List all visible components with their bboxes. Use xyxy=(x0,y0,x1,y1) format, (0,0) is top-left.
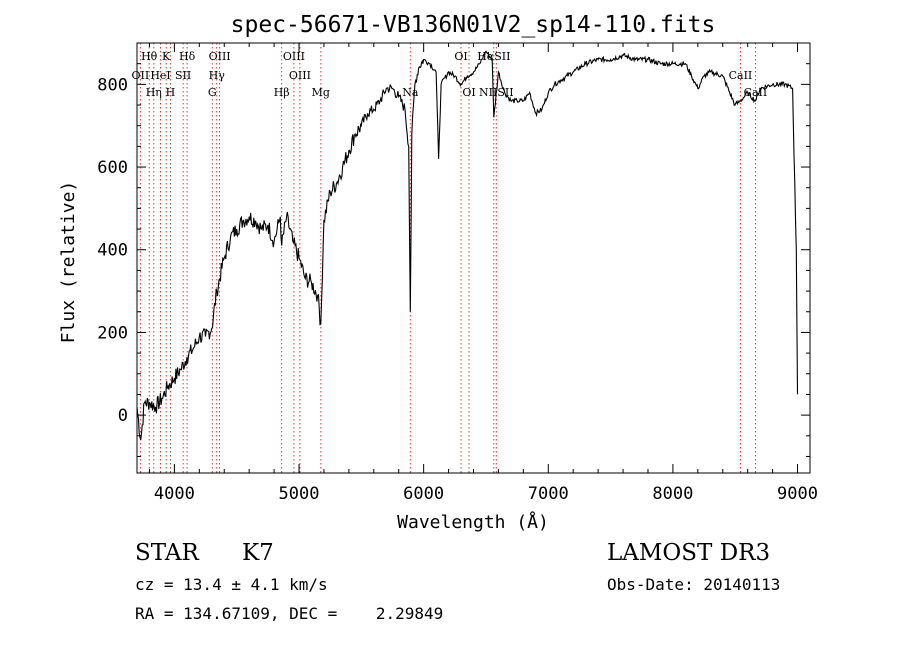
line-marker-label: OI xyxy=(462,86,475,99)
line-marker-label: HeI xyxy=(150,69,170,82)
y-tick-label: 400 xyxy=(97,241,128,261)
x-tick-label: 6000 xyxy=(403,484,444,504)
y-axis: 0 200 400 600 800 xyxy=(97,42,810,457)
x-tick-label: 8000 xyxy=(652,484,693,504)
line-marker-label: Hγ xyxy=(209,69,226,82)
spectrum-series-line xyxy=(136,50,799,441)
line-marker-label: OIII xyxy=(289,69,311,82)
y-tick-label: 0 xyxy=(118,406,128,426)
obs-date: Obs-Date: 20140113 xyxy=(607,575,781,594)
line-marker-label: Hη xyxy=(146,86,162,99)
y-axis-label: Flux (relative) xyxy=(58,181,79,344)
line-marker-label: G xyxy=(208,86,217,99)
line-marker-label: OIII xyxy=(283,50,305,63)
x-axis: 4000 5000 6000 7000 8000 9000 xyxy=(148,43,818,504)
object-class: STAR xyxy=(135,540,199,566)
coordinates: RA = 134.67109, DEC = 2.29849 xyxy=(135,604,444,623)
line-marker-label: Hδ xyxy=(179,50,196,63)
spectral-subclass: K7 xyxy=(242,540,274,566)
line-marker-label: CaII xyxy=(729,69,753,82)
redshift-readout: cz = 13.4 ± 4.1 km/s xyxy=(135,575,328,594)
line-marker-label: Hθ xyxy=(141,50,158,63)
line-marker-label: Na xyxy=(402,86,419,99)
line-marker-label: Hβ xyxy=(274,86,290,99)
line-marker-group xyxy=(139,43,756,473)
line-marker-label: OII xyxy=(132,69,150,82)
x-tick-label: 7000 xyxy=(528,484,569,504)
x-tick-label: 4000 xyxy=(154,484,195,504)
x-tick-label: 9000 xyxy=(777,484,818,504)
line-marker-label: OI xyxy=(454,50,467,63)
x-tick-label: 5000 xyxy=(279,484,320,504)
survey-name: LAMOST DR3 xyxy=(607,540,771,566)
spectrum-chart: Hθ K Hδ OIII OIII OI HαSII OII HeI SII Hγ OIII CaII H… xyxy=(58,12,818,533)
y-tick-label: 200 xyxy=(97,323,128,343)
line-marker-label: K xyxy=(162,50,171,63)
line-marker-label: H xyxy=(166,86,176,99)
y-tick-label: 600 xyxy=(97,158,128,178)
line-marker-label-group: Hθ K Hδ OIII OIII OI HαSII OII HeI SII Hγ OIII CaII H… xyxy=(132,50,768,99)
line-marker-label: HαSII xyxy=(477,50,510,63)
chart-title: spec-56671-VB136N01V2_sp14-110.fits xyxy=(231,12,716,38)
plot-frame xyxy=(136,42,811,474)
line-marker-label: SII xyxy=(175,69,191,82)
line-marker-label: Mg xyxy=(312,86,330,99)
y-tick-label: 800 xyxy=(97,75,128,95)
x-axis-label: Wavelength (Å) xyxy=(397,511,549,533)
line-marker-label: OIII xyxy=(209,50,231,63)
